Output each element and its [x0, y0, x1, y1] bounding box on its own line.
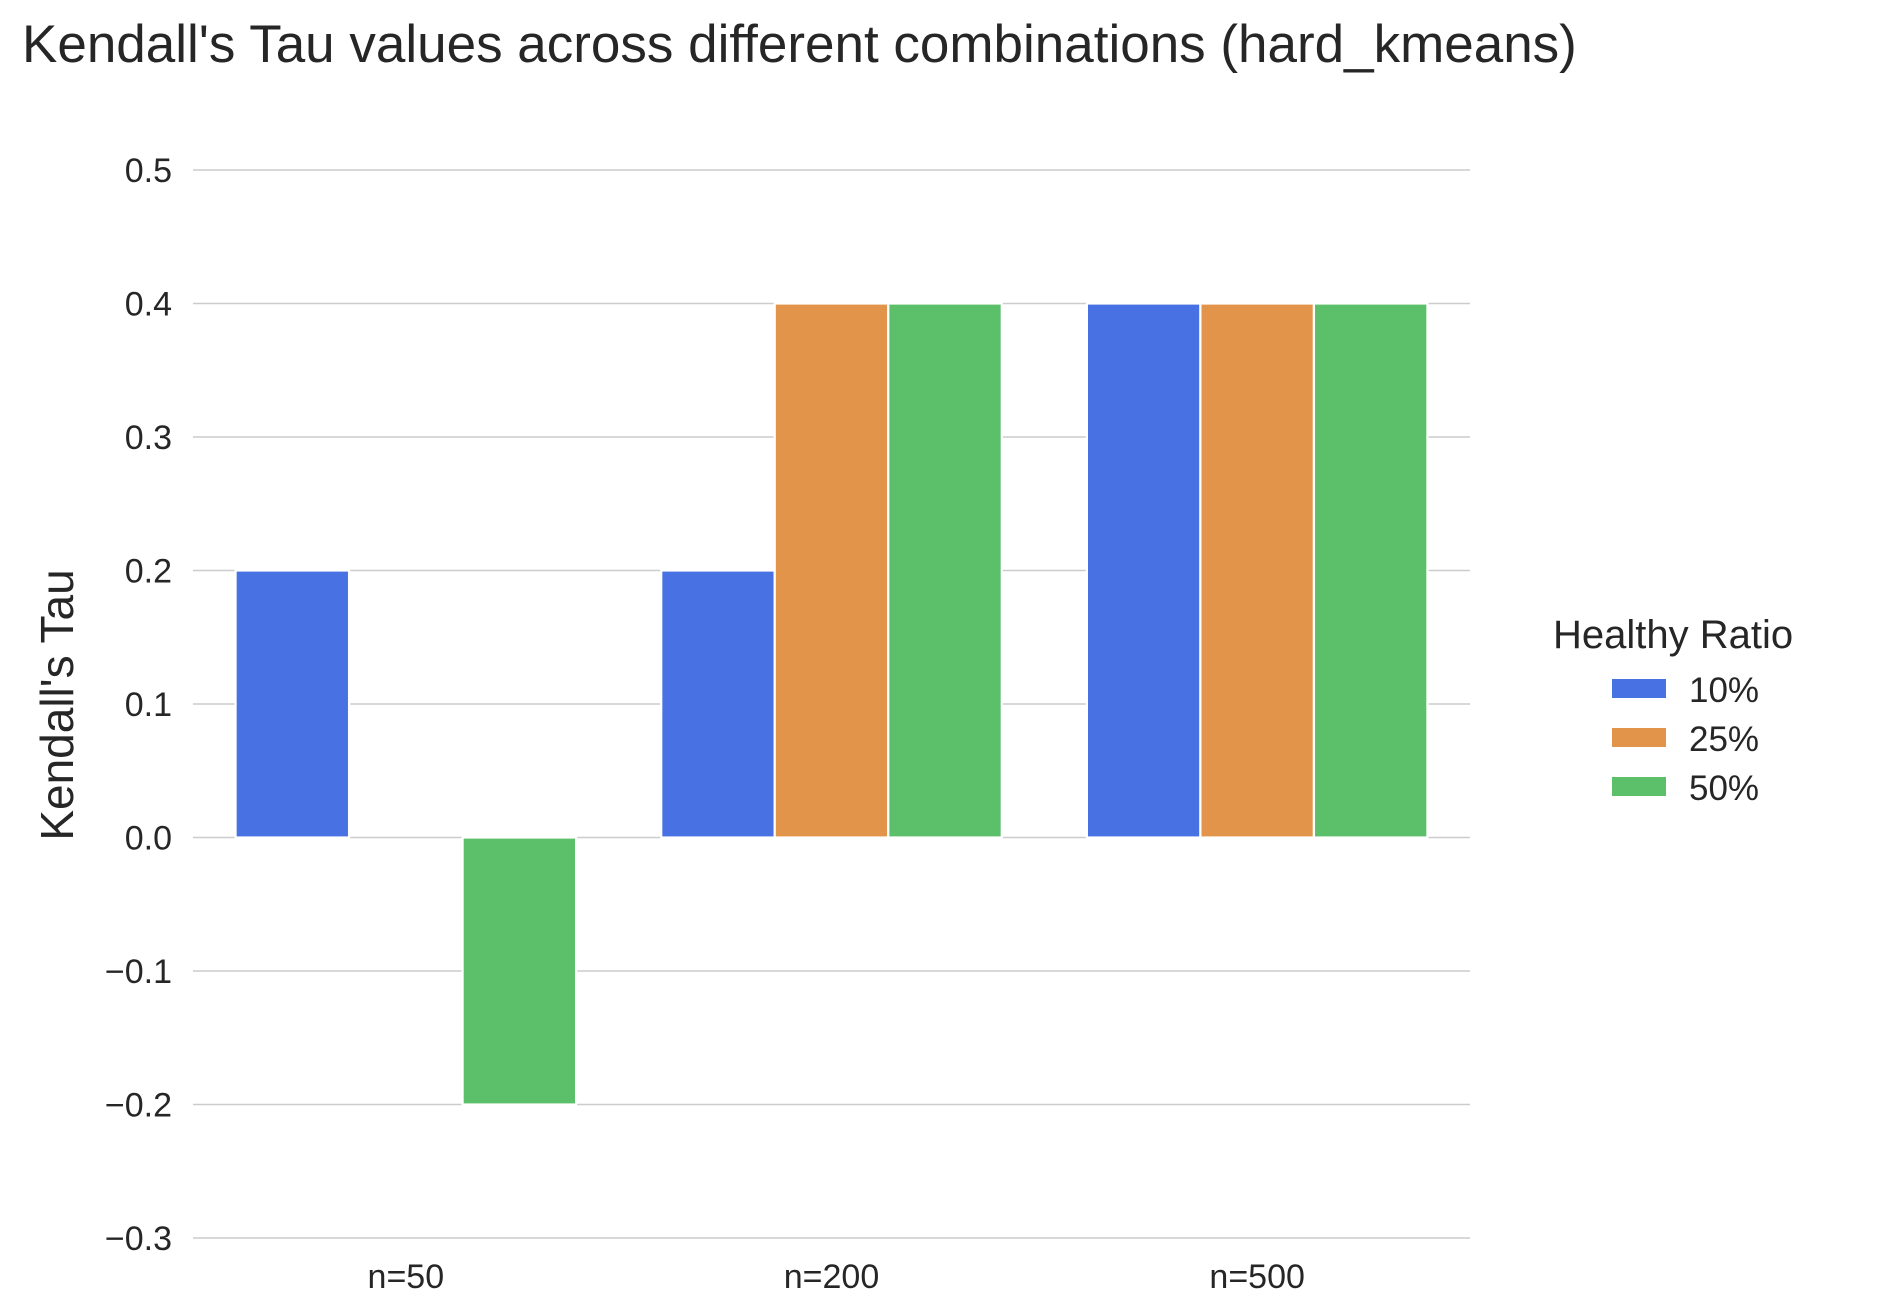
- x-tick-label: n=200: [784, 1258, 880, 1296]
- bars: [234, 302, 1429, 1106]
- y-tick-label: 0.4: [125, 286, 172, 324]
- legend-label: 25%: [1689, 720, 1759, 759]
- chart-title: Kendall's Tau values across different co…: [22, 15, 1577, 74]
- y-tick-label: 0.1: [125, 686, 172, 724]
- x-tick-label: n=500: [1209, 1258, 1305, 1296]
- x-axis-ticks: n=50 n=200 n=500: [368, 1258, 1305, 1296]
- bar-50pct-n-50: [461, 836, 578, 1106]
- bar-50pct-n-500: [1312, 302, 1429, 839]
- legend-label: 10%: [1689, 671, 1759, 710]
- bar-25pct-n-200: [773, 302, 890, 839]
- legend-swatch: [1612, 777, 1666, 796]
- bar-25pct-n-500: [1199, 302, 1316, 839]
- bar-50pct-n-200: [887, 302, 1003, 839]
- y-axis-ticks: −0.3 −0.2 −0.1 0.0 0.1 0.2 0.3 0.4 0.5: [105, 152, 172, 1258]
- legend-title: Healthy Ratio: [1553, 613, 1793, 657]
- legend-label: 50%: [1689, 769, 1759, 808]
- y-tick-label: 0.3: [125, 419, 172, 457]
- legend-items: 10% 25% 50%: [1612, 671, 1759, 808]
- legend-swatch: [1612, 728, 1666, 747]
- x-tick-label: n=50: [368, 1258, 445, 1296]
- y-tick-label: −0.2: [105, 1087, 172, 1125]
- y-tick-label: −0.3: [105, 1220, 172, 1258]
- legend-swatch: [1612, 679, 1666, 698]
- legend: Healthy Ratio 10% 25% 50%: [1553, 613, 1793, 808]
- y-axis-label: Kendall's Tau: [31, 569, 83, 840]
- y-tick-label: 0.5: [125, 152, 172, 190]
- bar-10pct-n-200: [660, 569, 776, 839]
- y-tick-label: −0.1: [105, 953, 172, 991]
- bar-10pct-n-50: [234, 569, 351, 839]
- bar-10pct-n-500: [1085, 302, 1202, 839]
- y-tick-label: 0.2: [125, 553, 172, 591]
- y-tick-label: 0.0: [125, 820, 172, 858]
